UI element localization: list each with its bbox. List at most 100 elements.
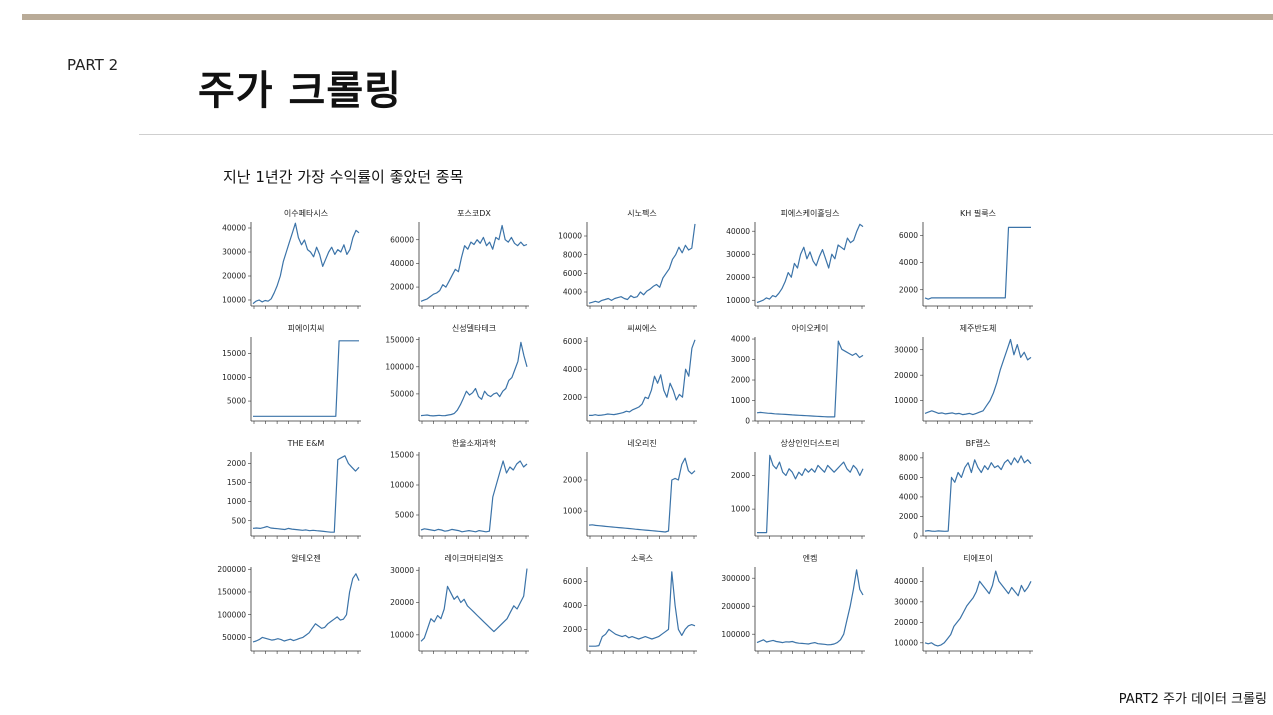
mini-chart: 티에프이 10000 20000 30000 40000: [894, 553, 1033, 654]
chart-title: 이수페타시스: [284, 208, 328, 218]
y-tick-label: 4000: [731, 335, 750, 344]
y-tick-label: 1000: [731, 396, 750, 405]
mini-chart: 아이오케이 0 1000 2000 3000 4000: [731, 323, 865, 426]
price-line: [924, 455, 1032, 532]
y-tick-label: 10000: [222, 296, 246, 305]
stock-chart-grid: 이수페타시스10000200003000040000포스코DX200004000…: [217, 208, 1033, 654]
chart-title: BF랩스: [966, 439, 991, 448]
y-tick-label: 5000: [395, 511, 414, 520]
mini-chart: THE E&M 500 1000 1500 2000: [227, 439, 361, 539]
y-tick-label: 150000: [385, 335, 414, 344]
y-tick-label: 30000: [726, 250, 750, 259]
chart-title: 피에스케이홀딩스: [781, 208, 840, 218]
y-tick-label: 3000: [731, 355, 750, 364]
mini-chart: 알테오젠 50000 100000 150000 200000: [217, 553, 361, 654]
y-tick-label: 10000: [390, 481, 414, 490]
mini-chart: KH 필룩스 2000 4000 6000: [899, 208, 1033, 309]
y-tick-label: 2000: [563, 393, 582, 402]
y-tick-label: 30000: [894, 345, 918, 354]
y-tick-label: 10000: [222, 373, 246, 382]
mini-chart: 피에스케이홀딩스 10000 20000 30000 40000: [726, 208, 865, 309]
y-tick-label: 0: [745, 417, 750, 426]
y-tick-label: 60000: [390, 235, 414, 244]
chart-title: 상상인인더스트리: [781, 438, 840, 448]
y-tick-label: 30000: [390, 566, 414, 575]
y-tick-label: 20000: [222, 272, 246, 281]
price-line: [420, 568, 528, 642]
section-subtitle: 지난 1년간 가장 수익률이 좋았던 종목: [223, 168, 464, 186]
price-line: [588, 223, 696, 304]
y-tick-label: 2000: [227, 459, 246, 468]
y-tick-label: 10000: [390, 630, 414, 639]
y-tick-label: 2000: [731, 471, 750, 480]
y-tick-label: 20000: [894, 618, 918, 627]
mini-chart: 제주반도체 10000 20000 30000: [894, 323, 1033, 424]
y-tick-label: 2000: [563, 476, 582, 485]
y-tick-label: 40000: [222, 224, 246, 233]
price-line: [757, 454, 864, 534]
y-tick-label: 0: [913, 532, 918, 541]
chart-title: 레이크머티리얼즈: [445, 553, 504, 563]
chart-title: THE E&M: [287, 439, 325, 448]
part-label: PART 2: [67, 56, 119, 74]
price-line: [756, 569, 864, 646]
chart-title: 한울소재과학: [452, 438, 497, 448]
footer-caption: PART2 주가 데이터 크롤링: [1118, 692, 1267, 707]
y-tick-label: 10000: [894, 396, 918, 405]
y-tick-label: 6000: [563, 269, 582, 278]
chart-title: 티에프이: [963, 553, 992, 563]
y-tick-label: 6000: [899, 231, 918, 240]
price-line: [924, 570, 1032, 647]
y-tick-label: 4000: [563, 601, 582, 610]
mini-chart: 씨씨에스 2000 4000 6000: [563, 324, 697, 424]
y-tick-label: 50000: [390, 390, 414, 399]
mini-chart: 포스코DX 20000 40000 60000: [390, 209, 529, 309]
chart-title: 제주반도체: [960, 323, 997, 333]
y-tick-label: 4000: [899, 493, 918, 502]
y-tick-label: 1000: [563, 507, 582, 516]
mini-chart: 한울소재과학 5000 10000 15000: [390, 438, 529, 539]
y-tick-label: 50000: [222, 633, 246, 642]
y-tick-label: 40000: [390, 259, 414, 268]
mini-chart: 네오리진 1000 2000: [563, 438, 697, 539]
mini-chart: 이수페타시스 10000 20000 30000 40000: [222, 208, 361, 309]
accent-bar: [22, 14, 1273, 20]
price-line: [589, 339, 696, 417]
mini-chart: 피에이치씨 5000 10000 15000: [222, 323, 361, 424]
chart-title: 알테오젠: [291, 553, 320, 563]
y-tick-label: 8000: [563, 250, 582, 259]
mini-chart: 엔켐 100000 200000 300000: [721, 553, 865, 654]
y-tick-label: 10000: [894, 638, 918, 647]
chart-title: 엔켐: [803, 553, 818, 563]
y-tick-label: 300000: [721, 574, 750, 583]
price-line: [420, 460, 528, 533]
y-tick-label: 30000: [894, 597, 918, 606]
y-tick-label: 100000: [385, 362, 414, 371]
price-line: [924, 226, 1031, 300]
y-tick-label: 10000: [726, 296, 750, 305]
mini-chart: BF랩스 0 2000 4000 6000 8000: [899, 439, 1033, 541]
y-tick-label: 6000: [899, 473, 918, 482]
mini-chart: 신성델타테크 50000 100000 150000: [385, 324, 529, 424]
y-tick-label: 20000: [894, 371, 918, 380]
price-line: [588, 457, 696, 533]
price-line: [252, 455, 360, 533]
chart-title: 포스코DX: [457, 209, 491, 218]
y-tick-label: 8000: [899, 453, 918, 462]
price-line: [756, 223, 864, 304]
chart-title: 신성델타테크: [452, 324, 496, 333]
y-tick-label: 4000: [563, 288, 582, 297]
y-tick-label: 200000: [217, 565, 246, 574]
y-tick-label: 30000: [222, 248, 246, 257]
mini-chart: 레이크머티리얼즈 10000 20000 30000: [390, 553, 529, 654]
chart-title: 씨씨에스: [627, 324, 656, 333]
y-tick-label: 4000: [563, 365, 582, 374]
y-tick-label: 15000: [222, 349, 246, 358]
y-tick-label: 2000: [731, 376, 750, 385]
y-tick-label: 500: [232, 516, 247, 525]
chart-title: 피에이치씨: [288, 323, 325, 333]
y-tick-label: 15000: [390, 451, 414, 460]
page-title: 주가 크롤링: [198, 68, 402, 114]
y-tick-label: 20000: [390, 283, 414, 292]
y-tick-label: 2000: [563, 625, 582, 634]
